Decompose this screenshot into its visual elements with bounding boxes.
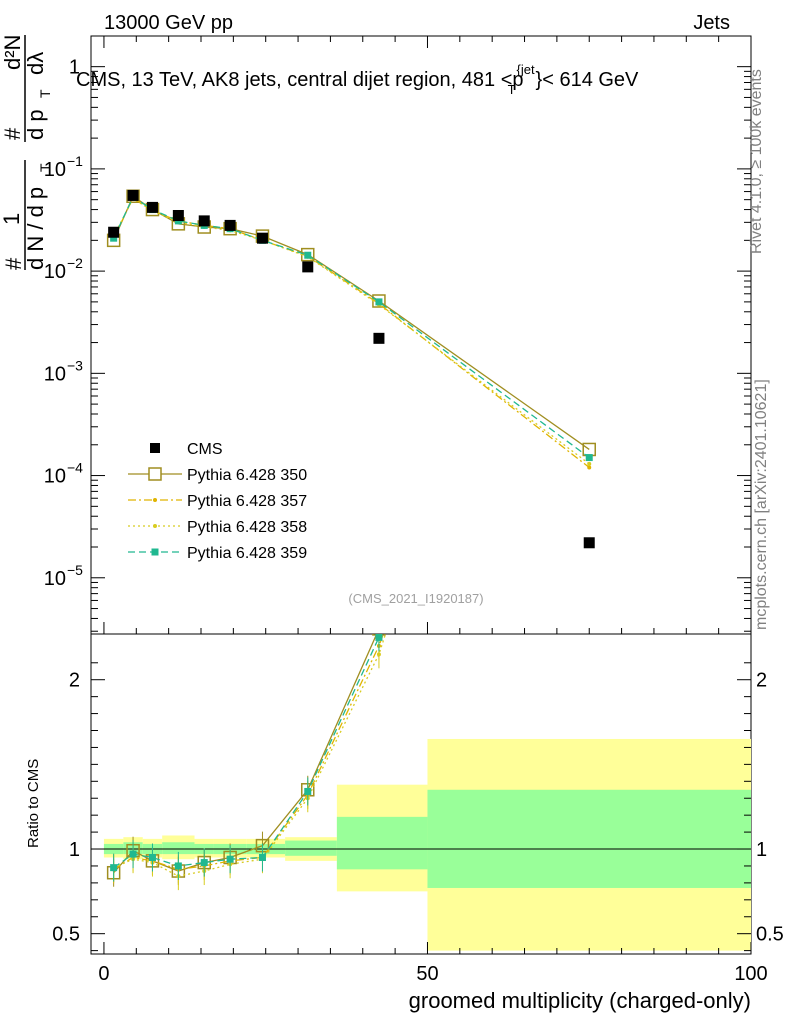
y-tick-label: 10 <box>44 466 66 488</box>
series-ratio-line-2 <box>113 634 387 877</box>
ratio-y-tick-label-right: 2 <box>756 670 767 692</box>
y-tick-label: 1 <box>69 57 80 79</box>
y-tick-label: 10 <box>44 568 66 590</box>
legend: CMS Pythia 6.428 350 Pythia 6.428 357 Pythi… <box>128 441 307 562</box>
cms-data-point <box>256 232 268 244</box>
cms-data-point <box>172 209 184 221</box>
y-label-den: d p <box>23 109 48 140</box>
series-ratio-line-1 <box>113 634 385 871</box>
mcplots-label: mcplots.cern.ch [arXiv:2401.10621] <box>753 379 770 630</box>
series-marker-2 <box>587 461 592 466</box>
legend-marker-cms <box>150 443 160 453</box>
series-ratio-marker-2 <box>376 652 381 657</box>
band-green-9 <box>427 789 751 888</box>
ratio-y-tick-label-right: 1 <box>756 839 767 861</box>
cms-data-point <box>198 215 210 227</box>
chart-title-suffix: }< 614 GeV <box>536 69 640 91</box>
series-ratio-marker-3 <box>174 862 182 870</box>
ratio-y-tick-label: 0.5 <box>52 924 80 946</box>
y-tick-exp: −2 <box>67 255 83 271</box>
y-tick-exp: −3 <box>67 357 83 373</box>
cms-data-point <box>583 537 595 549</box>
y-tick-exp: −4 <box>67 460 83 476</box>
y-label-bottom: d N / d p <box>23 187 48 270</box>
series-ratio-marker-3 <box>110 864 118 872</box>
y-tick-exp: −5 <box>67 562 83 578</box>
band-green-3 <box>162 842 195 855</box>
cms-data-point <box>146 201 158 213</box>
series-ratio-marker-3 <box>200 859 208 867</box>
chart-title-prefix: CMS, 13 TeV, AK8 jets, central dijet reg… <box>76 69 524 91</box>
series-marker-3 <box>375 298 383 306</box>
legend-label-1: Pythia 6.428 357 <box>187 493 307 510</box>
legend-label-3: Pythia 6.428 359 <box>187 545 307 562</box>
legend-label-2: Pythia 6.428 358 <box>187 519 307 536</box>
x-tick-label: 50 <box>416 963 438 985</box>
y-label-num: d²N <box>0 35 25 70</box>
legend-marker-2 <box>153 524 157 528</box>
series-ratio-line-3 <box>113 634 381 869</box>
rivet-version-label: Rivet 4.1.0, ≥ 100k events <box>748 69 765 254</box>
series-line-3 <box>113 196 590 459</box>
y-label-top: 1 <box>0 213 24 225</box>
legend-marker-3 <box>151 548 159 556</box>
series-ratio-marker-3 <box>304 787 312 795</box>
series-ratio-marker-3 <box>148 853 156 861</box>
ratio-y-tick-label: 1 <box>69 839 80 861</box>
legend-marker-0 <box>148 467 162 481</box>
series-ratio-marker-3 <box>375 634 383 641</box>
y-label-hash-2: # <box>0 127 25 140</box>
y-label-dl: dλ <box>23 52 48 75</box>
energy-label: 13000 GeV pp <box>104 12 233 34</box>
main-series <box>106 189 596 549</box>
band-green-8 <box>336 816 428 870</box>
ratio-y-tick-label-right: 0.5 <box>756 924 784 946</box>
process-label: Jets <box>693 12 730 34</box>
ratio-series <box>106 0 591 891</box>
legend-marker-1 <box>153 498 157 502</box>
cms-data-point <box>302 261 314 273</box>
y-label-sub-1: T <box>37 163 53 172</box>
x-axis-label: groomed multiplicity (charged-only) <box>409 988 751 1013</box>
analysis-id-label: (CMS_2021_I1920187) <box>348 591 483 606</box>
legend-label-cms: CMS <box>187 441 223 458</box>
series-line-1 <box>113 196 590 468</box>
y-tick-exp: −1 <box>67 153 83 169</box>
cms-data-point <box>108 226 120 238</box>
series-marker-3 <box>585 454 593 462</box>
series-ratio-marker-2 <box>587 0 591 4</box>
y-label-hash-1: # <box>1 257 26 270</box>
main-y-label: # d N / d p T 1 # d p T d²N dλ <box>0 35 53 270</box>
y-tick-label: 10 <box>44 159 66 181</box>
x-tick-label: 100 <box>734 963 767 985</box>
cms-data-point <box>373 332 385 344</box>
legend-label-0: Pythia 6.428 350 <box>187 467 307 484</box>
cms-uncertainty-bands <box>103 738 751 951</box>
series-marker-3 <box>304 251 312 259</box>
band-green-7 <box>285 840 337 856</box>
series-marker-3 <box>110 234 118 242</box>
series-ratio-marker-3 <box>258 853 266 861</box>
x-tick-label: 0 <box>98 963 109 985</box>
series-marker-1 <box>587 465 592 470</box>
chart-title: CMS, 13 TeV, AK8 jets, central dijet reg… <box>76 62 639 97</box>
series-line-2 <box>113 197 590 465</box>
chart-title-sub: T <box>508 82 516 97</box>
series-ratio-marker-3 <box>129 850 137 858</box>
ratio-y-tick-label: 2 <box>69 670 80 692</box>
y-tick-label: 10 <box>44 363 66 385</box>
ratio-y-label: Ratio to CMS <box>25 759 42 848</box>
series-ratio-marker-0 <box>372 634 386 636</box>
series-ratio-marker-3 <box>226 855 234 863</box>
cms-data-point <box>224 219 236 231</box>
chart-title-sup: {jet <box>517 62 535 77</box>
y-tick-label: 10 <box>44 261 66 283</box>
y-label-sub-2: T <box>37 89 53 98</box>
cms-data-point <box>127 189 139 201</box>
